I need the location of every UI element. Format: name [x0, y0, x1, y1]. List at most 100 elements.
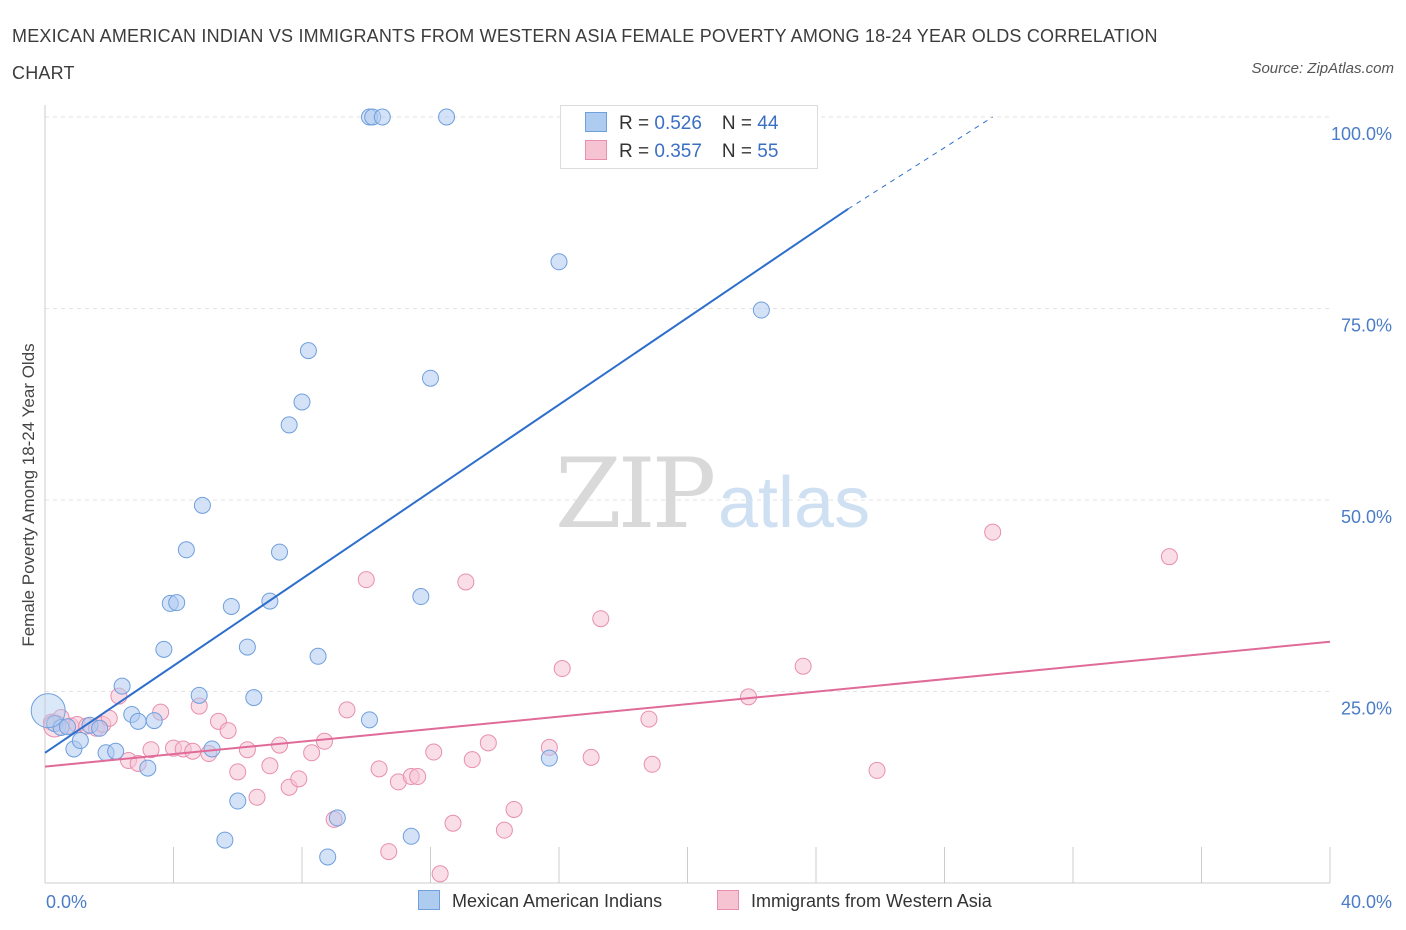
- bottom-series-1-swatch: [418, 890, 440, 910]
- series-2-point-43: [505, 800, 523, 818]
- series-2-trend-line: [44, 640, 1331, 768]
- series-2-point-40: [463, 751, 481, 769]
- series-1-point-33: [328, 809, 346, 827]
- legend-row-series-2: R = 0.357 N = 55: [585, 140, 778, 166]
- bottom-series-2-swatch: [717, 890, 739, 910]
- series-1-point-44: [752, 301, 770, 319]
- r-value-2: 0.357: [654, 141, 702, 162]
- series-1-point-43: [550, 253, 568, 271]
- series-1-point-12: [139, 759, 157, 777]
- series-1-point-9: [113, 677, 131, 695]
- series-2-point-38: [444, 814, 462, 832]
- series-1-cluster-point: [30, 693, 66, 729]
- series-1-point-30: [299, 342, 317, 360]
- correlation-legend: R = 0.526 N = 44 R = 0.357 N = 55: [560, 105, 818, 169]
- x-tick-label-0: 0.0%: [46, 892, 87, 912]
- series-2-point-48: [640, 710, 658, 728]
- series-1-point-38: [402, 827, 420, 845]
- x-tick-label-1: 40.0%: [1341, 892, 1392, 912]
- series-1-point-32: [319, 848, 337, 866]
- n-value-1: 44: [757, 113, 779, 134]
- series-2-point-46: [582, 748, 600, 766]
- series-2-point-45: [553, 660, 571, 678]
- series-2-point-28: [315, 732, 333, 750]
- series-2-point-19: [219, 722, 237, 740]
- axes: [44, 105, 1331, 884]
- series-1-point-27: [271, 543, 289, 561]
- series-2-point-22: [248, 788, 266, 806]
- series-1-trend-line: [44, 208, 849, 754]
- series-2-point-27: [303, 744, 321, 762]
- series-1-swatch: [585, 112, 607, 132]
- series-2-point-51: [794, 657, 812, 675]
- n-label-2: N =: [721, 141, 758, 162]
- series-1-point-16: [168, 594, 186, 612]
- series-1-point-36: [373, 108, 391, 126]
- series-2-point-31: [357, 571, 375, 589]
- series-2-point-47: [592, 610, 610, 628]
- series-2-point-39: [457, 573, 475, 591]
- series-1-point-18: [190, 686, 208, 704]
- y-tick-label-1: 50.0%: [1341, 507, 1392, 527]
- n-value-2: 55: [757, 141, 779, 162]
- series-2-point-41: [479, 734, 497, 752]
- series-1-point-25: [245, 689, 263, 707]
- series-2-point-42: [495, 821, 513, 839]
- series-2-point-53: [984, 523, 1002, 541]
- series-1-point-14: [155, 640, 173, 658]
- series-2-point-30: [338, 701, 356, 719]
- n-label-1: N =: [721, 113, 758, 134]
- series-2-point-54: [1160, 548, 1178, 566]
- series-2-swatch: [585, 140, 607, 160]
- r-label-2: R =: [619, 141, 655, 162]
- chart-source: Source: ZipAtlas.com: [1251, 60, 1394, 77]
- watermark-atlas: atlas: [718, 463, 870, 543]
- series-1-point-22: [222, 597, 240, 615]
- chart-title: MEXICAN AMERICAN INDIAN VS IMMIGRANTS FR…: [12, 26, 1158, 83]
- series-1-point-21: [216, 831, 234, 849]
- series-2-point-11: [142, 741, 160, 759]
- r-value-1: 0.526: [654, 113, 702, 134]
- series-1-point-2: [58, 718, 76, 736]
- bottom-series-2-label: Immigrants from Western Asia: [751, 891, 992, 911]
- series-2-point-37: [425, 743, 443, 761]
- series-1-point-39: [412, 588, 430, 606]
- series-2-point-23: [261, 757, 279, 775]
- series-1-points: [30, 108, 770, 866]
- series-1-point-41: [438, 108, 456, 126]
- series-2-point-26: [290, 770, 308, 788]
- series-1-point-42: [540, 749, 558, 767]
- series-1-point-37: [360, 711, 378, 729]
- series-1-point-31: [309, 647, 327, 665]
- tick-labels: 25.0% 50.0% 75.0% 100.0% 0.0% 40.0%: [46, 124, 1392, 912]
- y-tick-label-0: 25.0%: [1341, 699, 1392, 719]
- series-2-point-52: [868, 761, 886, 779]
- series-1-point-13: [145, 712, 163, 730]
- series-1-point-17: [177, 541, 195, 559]
- series-2-point-33: [380, 843, 398, 861]
- legend-row-series-1: R = 0.526 N = 44: [585, 112, 778, 138]
- bottom-series-1-label: Mexican American Indians: [452, 891, 663, 911]
- trend-lines: [44, 116, 1331, 768]
- series-1-point-8: [107, 742, 125, 760]
- series-1-point-29: [293, 393, 311, 411]
- r-label-1: R =: [619, 113, 655, 134]
- bottom-legend-series-1: Mexican American Indians: [418, 890, 662, 912]
- series-1-point-40: [422, 369, 439, 387]
- series-2-point-21: [238, 741, 256, 759]
- series-1-point-19: [193, 496, 211, 514]
- bottom-legend-series-2: Immigrants from Western Asia: [717, 890, 992, 912]
- series-1-point-4: [71, 732, 89, 750]
- y-tick-label-2: 75.0%: [1341, 316, 1392, 336]
- series-2-point-20: [229, 763, 247, 781]
- series-2-point-36: [409, 768, 427, 786]
- series-1-trend-extension: [847, 116, 993, 210]
- y-tick-label-3: 100.0%: [1331, 124, 1392, 144]
- series-1-point-28: [280, 416, 298, 434]
- series-1-point-23: [229, 792, 247, 810]
- series-2-point-49: [643, 755, 661, 773]
- series-2-points: [42, 523, 1178, 883]
- series-1-point-24: [238, 638, 256, 656]
- watermark-zip: ZIP: [555, 438, 714, 550]
